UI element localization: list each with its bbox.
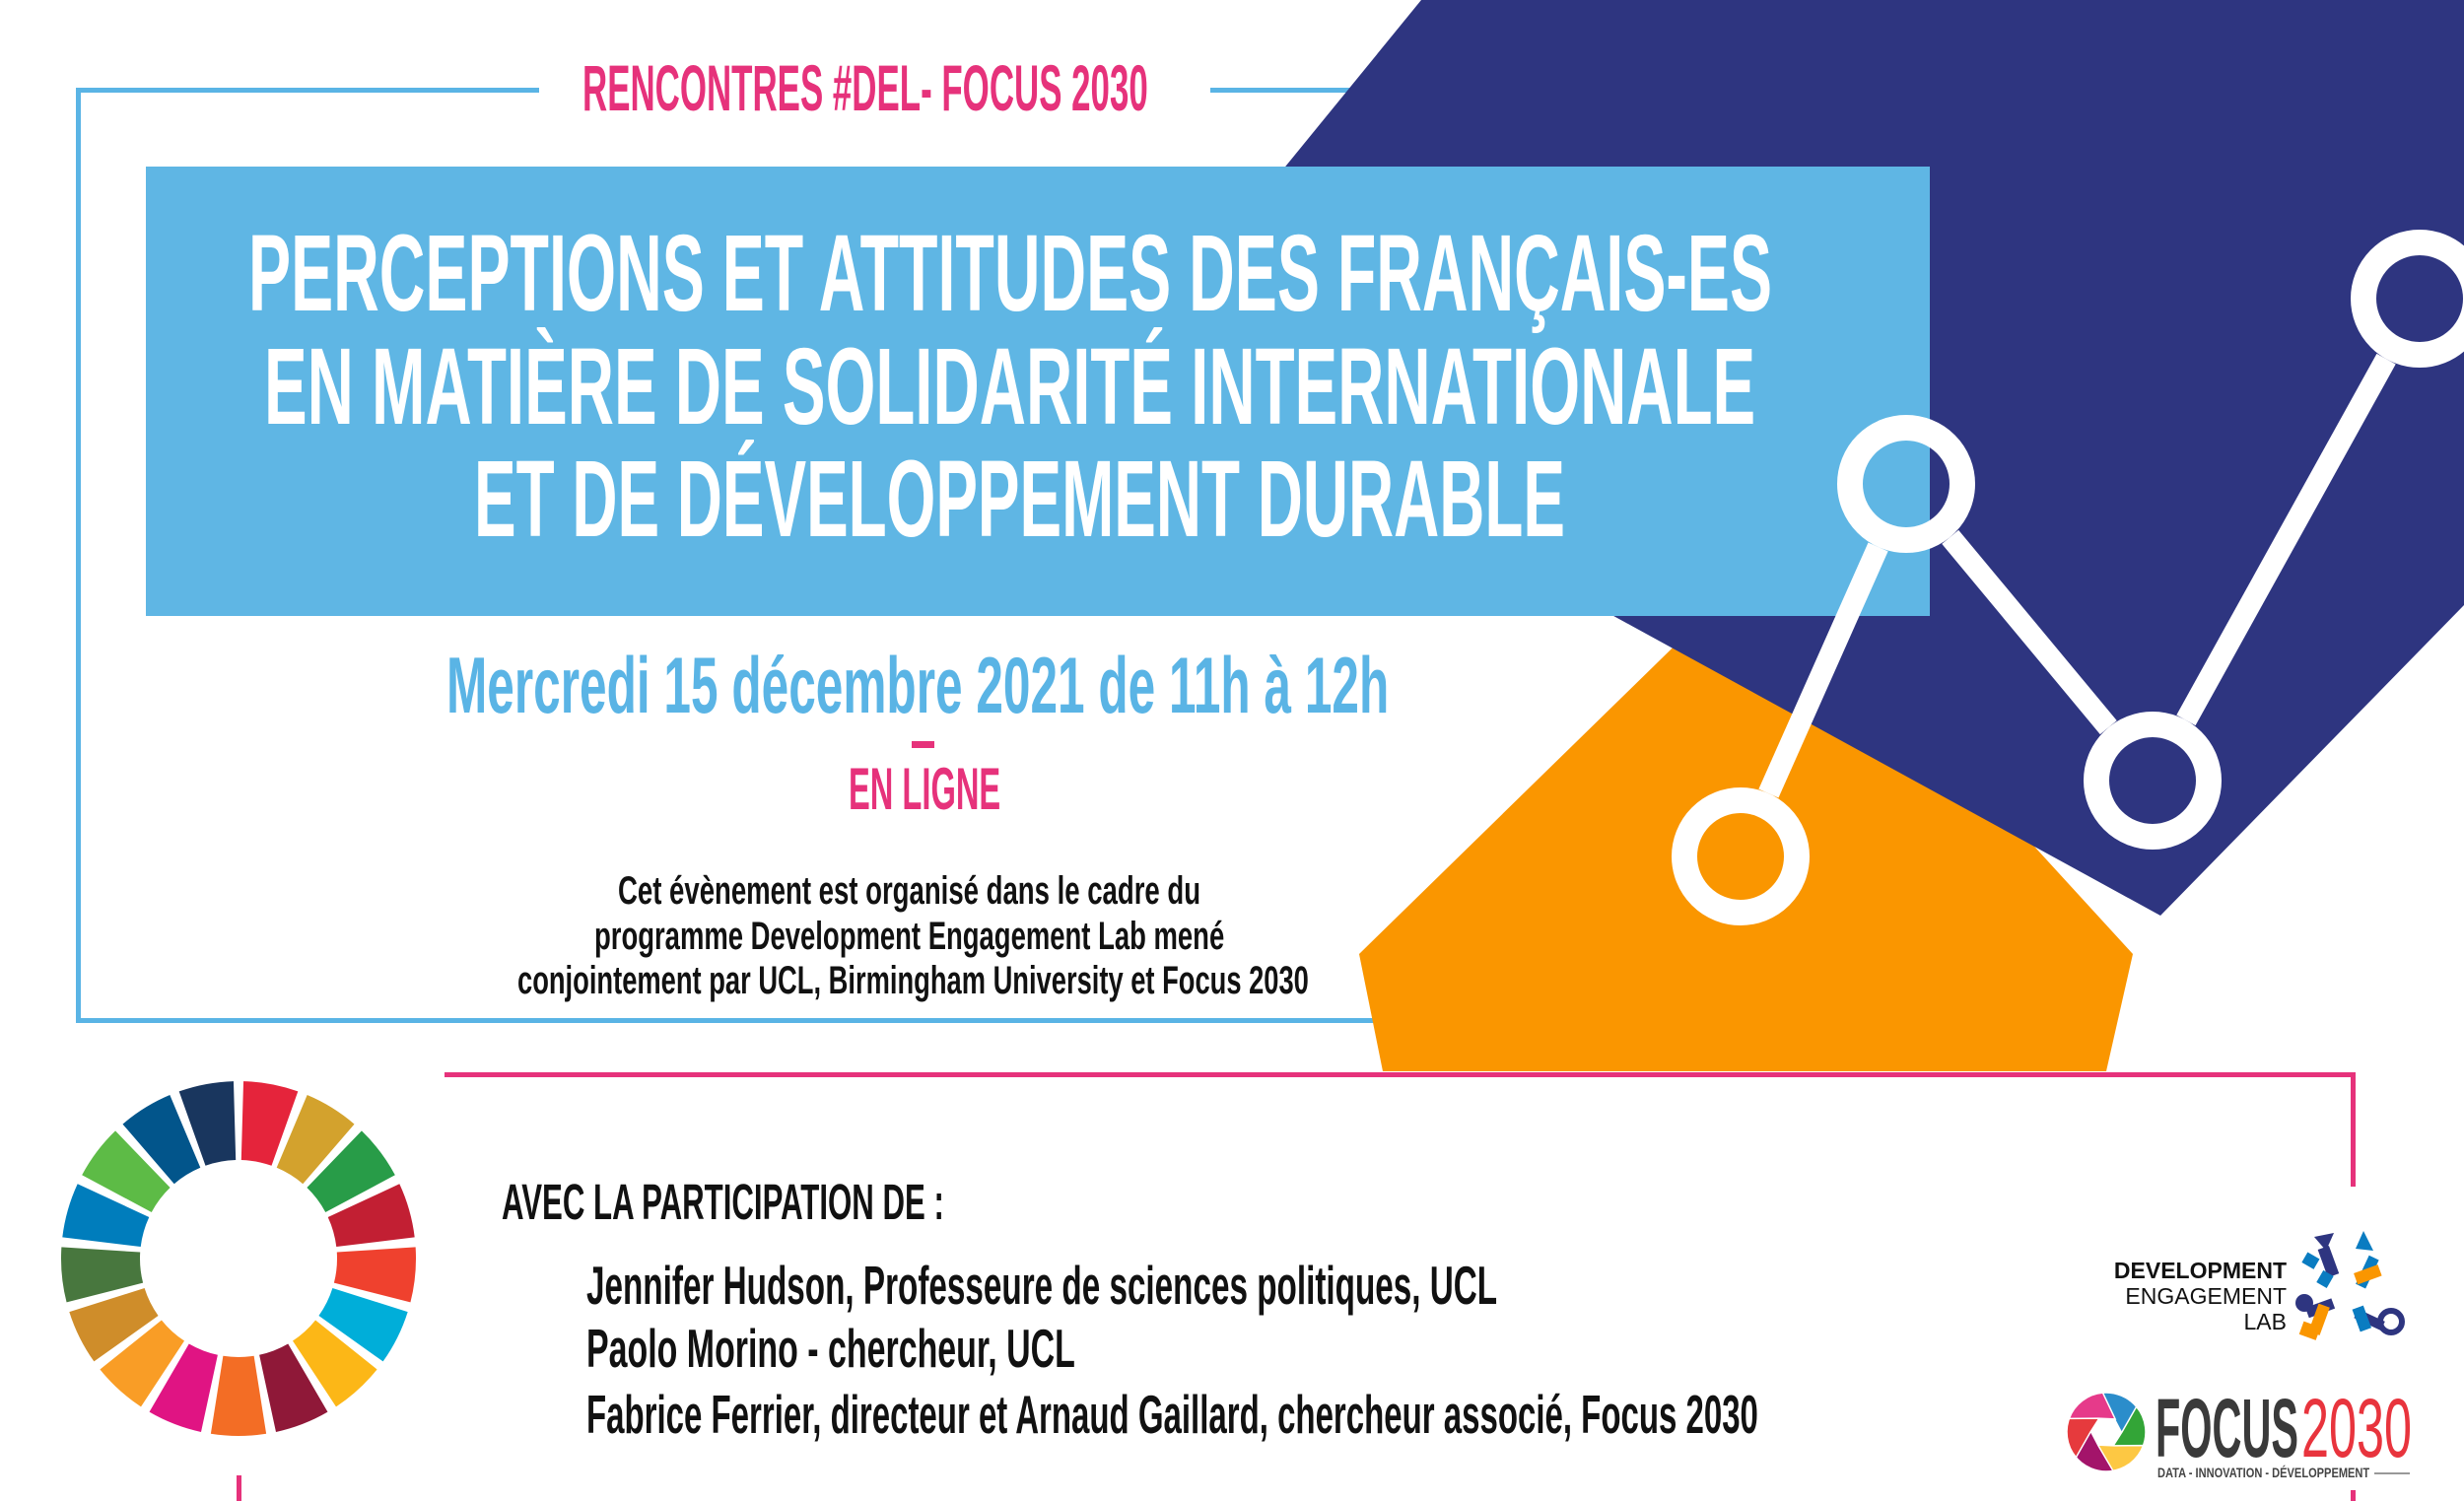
sdg-segment-16 [122,1095,201,1185]
focus-logo-tagline: DATA - INNOVATION - DÉVELOPPEMENT [2157,1465,2370,1480]
focus-ring-blade [2068,1392,2117,1420]
participant-1: Jennifer Hudson, Professeure de sciences… [586,1255,1498,1316]
sdg-segment-17 [178,1081,237,1166]
title-line-1: PERCEPTIONS ET ATTITUDES DES FRANÇAIS-ES [248,213,1773,334]
sdg-segment-11 [100,1320,185,1407]
sdg-segment-5 [333,1247,416,1303]
frame-top-left [76,88,539,93]
frame-bottom [76,1018,1397,1023]
orange-pentagon-shape [1359,616,2133,1071]
graph-segment [2176,353,2396,726]
pink-frame-top [445,1072,2356,1077]
sdg-segment-2 [276,1095,355,1185]
focus-logo-word: FOCUS [2156,1382,2298,1474]
event-mode: EN LIGNE [849,756,1001,822]
note-line-3: conjointement par UCL, Birmingham Univer… [517,959,1309,1002]
graph-node-ring [1672,787,1810,925]
del-logo-line-1: DEVELOPMENT [2113,1258,2287,1283]
title-line-2: EN MATIÈRE DE SOLIDARITÉ INTERNATIONALE [264,326,1756,447]
participant-2: Paolo Morino - chercheur, UCL [586,1318,1075,1379]
event-date: Mercredi 15 décembre 2021 de 11h à 12h [446,642,1390,730]
title-line-3: ET DE DÉVELOPPEMENT DURABLE [474,439,1565,560]
note-line-2: programme Development Engagement Lab men… [594,915,1225,958]
sdg-segment-14 [62,1184,150,1247]
participant-3: Fabrice Ferrier, directeur et Arnaud Gai… [586,1384,1758,1445]
sdg-segment-1 [240,1081,299,1166]
separator-dash [912,741,934,748]
pink-frame-right [2351,1072,2356,1187]
sdg-segment-10 [149,1343,218,1432]
sdg-segment-3 [307,1130,395,1212]
sdg-segment-9 [210,1355,267,1436]
graph-node-ring [1837,415,1975,553]
graph-segment [1758,542,1888,798]
del-logo: DEVELOPMENT ENGAGEMENT LAB [2070,1258,2287,1334]
sdg-segment-4 [327,1184,415,1247]
sdg-segment-13 [60,1247,144,1303]
sdg-segment-6 [318,1288,408,1362]
pink-frame-left-bottom [237,1475,241,1501]
participants-heading: AVEC LA PARTICIPATION DE : [502,1174,944,1230]
series-title: RENCONTRES #DEL- FOCUS 2030 [582,51,1148,124]
focus-ring-center [2092,1418,2120,1446]
pink-frame-right-bottom [2351,1490,2356,1501]
focus-logo-rule [2374,1472,2410,1474]
sdg-segment-12 [69,1288,159,1362]
title-banner [146,167,1930,616]
graph-node-ring [2351,230,2464,368]
graph-node-ring [2084,712,2222,850]
del-logo-line-2: ENGAGEMENT [2125,1283,2287,1309]
graph-segment [1942,529,2117,735]
note-line-1: Cet évènement est organisé dans le cadre… [618,869,1201,913]
sdg-segment-15 [82,1130,171,1212]
focus-logo-year: 2030 [2301,1382,2412,1474]
sdg-segment-8 [259,1343,328,1432]
del-logo-line-3: LAB [2243,1309,2287,1334]
sdg-segment-7 [292,1320,377,1407]
frame-left [76,88,81,1023]
